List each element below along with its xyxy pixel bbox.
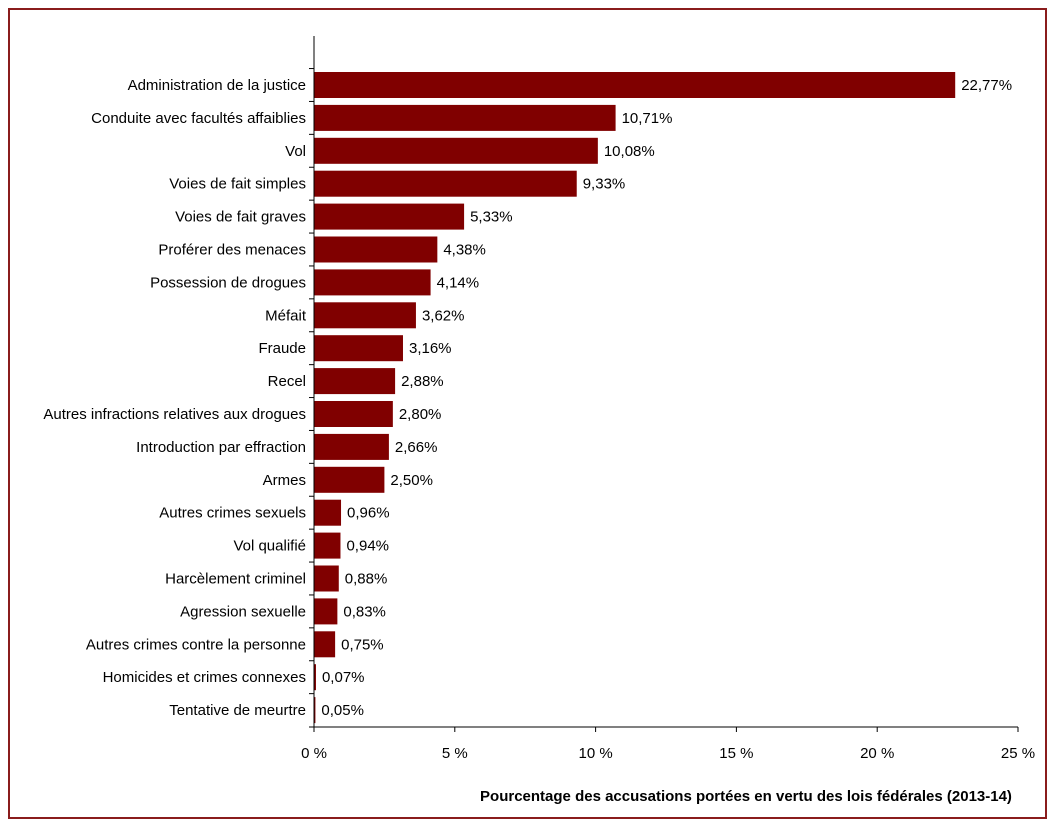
bar bbox=[314, 236, 438, 263]
category-label: Homicides et crimes connexes bbox=[103, 669, 306, 686]
bar bbox=[314, 433, 389, 460]
category-label: Agression sexuelle bbox=[180, 603, 306, 620]
bar bbox=[314, 104, 616, 131]
value-label: 22,77% bbox=[961, 77, 1012, 94]
category-label: Administration de la justice bbox=[128, 77, 306, 94]
x-axis-title: Pourcentage des accusations portées en v… bbox=[480, 788, 1012, 805]
value-label: 0,75% bbox=[341, 636, 384, 653]
bar bbox=[314, 72, 956, 98]
bar bbox=[314, 368, 396, 395]
value-label: 0,88% bbox=[345, 571, 388, 588]
value-label: 4,14% bbox=[437, 274, 480, 291]
category-label: Proférer des menaces bbox=[158, 242, 306, 259]
category-label: Conduite avec facultés affaiblies bbox=[91, 110, 306, 127]
category-label: Fraude bbox=[258, 340, 306, 357]
category-label: Recel bbox=[268, 373, 306, 390]
value-label: 10,71% bbox=[622, 110, 673, 127]
bar bbox=[314, 170, 577, 197]
bar bbox=[314, 466, 385, 493]
x-tick-label: 10 % bbox=[578, 745, 612, 762]
value-label: 2,88% bbox=[401, 373, 444, 390]
bar bbox=[314, 302, 416, 329]
bar bbox=[314, 631, 336, 658]
value-label: 5,33% bbox=[470, 209, 513, 226]
bar bbox=[314, 565, 339, 592]
value-label: 2,80% bbox=[399, 406, 442, 423]
x-tick-label: 25 % bbox=[1001, 745, 1035, 762]
category-label: Possession de drogues bbox=[150, 274, 306, 291]
x-tick-label: 0 % bbox=[301, 745, 327, 762]
bar bbox=[314, 401, 393, 427]
value-label: 3,16% bbox=[409, 340, 452, 357]
value-label: 10,08% bbox=[604, 143, 655, 160]
axes-group: 0 % 5 % 10 % 15 % 20 % 25 % bbox=[301, 36, 1035, 762]
value-label: 2,50% bbox=[390, 472, 433, 489]
bar bbox=[314, 137, 598, 164]
value-label: 0,07% bbox=[322, 669, 365, 686]
bar bbox=[314, 335, 403, 362]
value-label: 0,94% bbox=[346, 538, 389, 555]
category-label: Harcèlement criminel bbox=[165, 571, 306, 588]
value-label: 3,62% bbox=[422, 307, 465, 324]
category-label: Méfait bbox=[265, 307, 307, 324]
bar bbox=[314, 697, 316, 724]
value-label: 0,96% bbox=[347, 505, 390, 522]
x-tick-label: 15 % bbox=[719, 745, 753, 762]
bar bbox=[314, 269, 431, 296]
value-label: 0,05% bbox=[321, 702, 364, 719]
bar bbox=[314, 532, 341, 559]
bar bbox=[314, 203, 465, 230]
category-label: Vol qualifié bbox=[233, 538, 306, 555]
category-label: Tentative de meurtre bbox=[169, 702, 306, 719]
x-tick-label: 20 % bbox=[860, 745, 894, 762]
bar bbox=[314, 598, 338, 625]
category-label: Autres crimes sexuels bbox=[159, 505, 306, 522]
x-tick-label: 5 % bbox=[442, 745, 468, 762]
category-label: Voies de fait graves bbox=[175, 209, 306, 226]
category-label: Autres crimes contre la personne bbox=[86, 636, 306, 653]
category-label: Introduction par effraction bbox=[136, 439, 306, 456]
value-label: 0,83% bbox=[343, 603, 386, 620]
value-label: 9,33% bbox=[583, 176, 626, 193]
bars-group: Administration de la justice 22,77% Condui… bbox=[43, 72, 1012, 724]
value-label: 4,38% bbox=[443, 242, 486, 259]
value-label: 2,66% bbox=[395, 439, 438, 456]
category-label: Armes bbox=[263, 472, 306, 489]
category-label: Vol bbox=[285, 143, 306, 160]
bar bbox=[314, 664, 316, 691]
category-label: Voies de fait simples bbox=[169, 176, 306, 193]
category-label: Autres infractions relatives aux drogues bbox=[43, 406, 306, 423]
bar bbox=[314, 499, 342, 526]
